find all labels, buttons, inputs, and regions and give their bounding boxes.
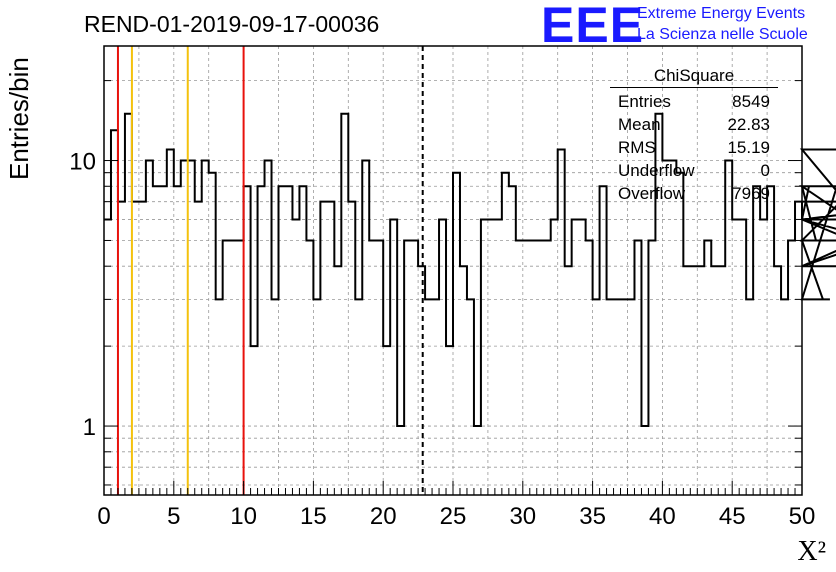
histogram-line (104, 112, 836, 428)
stats-row-overflow: Overflow 7969 (610, 182, 778, 205)
stats-label: Entries (618, 92, 671, 111)
stats-label: Mean (618, 115, 661, 134)
stats-label: Overflow (618, 184, 686, 203)
stats-row-entries: Entries 8549 (610, 90, 778, 113)
stats-value: 0 (760, 161, 770, 180)
stats-box: ChiSquare Entries 8549 Mean 22.83 RMS 15… (610, 66, 778, 205)
stats-value: 22.83 (727, 115, 770, 134)
x-tick-label: 20 (370, 503, 397, 530)
stats-title: ChiSquare (610, 66, 778, 88)
histogram-series (104, 112, 836, 428)
x-tick-label: 45 (719, 503, 746, 530)
stats-value: 8549 (732, 92, 770, 111)
y-tick-label: 1 (83, 414, 96, 441)
logo-line-2: La Scienza nelle Scuole (637, 26, 808, 43)
x-tick-label: 35 (579, 503, 606, 530)
axis-ticks (103, 80, 803, 495)
x-tick-label: 25 (440, 503, 467, 530)
x-tick-label: 0 (97, 503, 110, 530)
stats-value: 15.19 (727, 138, 770, 157)
y-tick-label: 10 (69, 149, 96, 176)
marker-lines (116, 46, 424, 495)
stats-value: 7969 (732, 184, 770, 203)
x-tick-label: 10 (230, 503, 257, 530)
x-axis-label: X² (797, 536, 826, 567)
x-tick-label: 40 (649, 503, 676, 530)
axis-tick-labels: 0 5 10 15 20 25 30 35 40 45 50 1 10 (69, 149, 815, 530)
x-tick-label: 5 (167, 503, 180, 530)
eee-logo: EEE (541, 0, 645, 53)
x-tick-label: 50 (789, 503, 816, 530)
chart-title: REND-01-2019-09-17-00036 (84, 11, 380, 37)
y-axis-label: Entries/bin (4, 57, 34, 180)
logo-line-1: Extreme Energy Events (637, 5, 806, 22)
stats-row-rms: RMS 15.19 (610, 136, 778, 159)
stats-row-underflow: Underflow 0 (610, 159, 778, 182)
stats-label: RMS (618, 138, 656, 157)
x-tick-label: 30 (509, 503, 536, 530)
stats-label: Underflow (618, 161, 695, 180)
x-tick-label: 15 (300, 503, 327, 530)
stats-row-mean: Mean 22.83 (610, 113, 778, 136)
